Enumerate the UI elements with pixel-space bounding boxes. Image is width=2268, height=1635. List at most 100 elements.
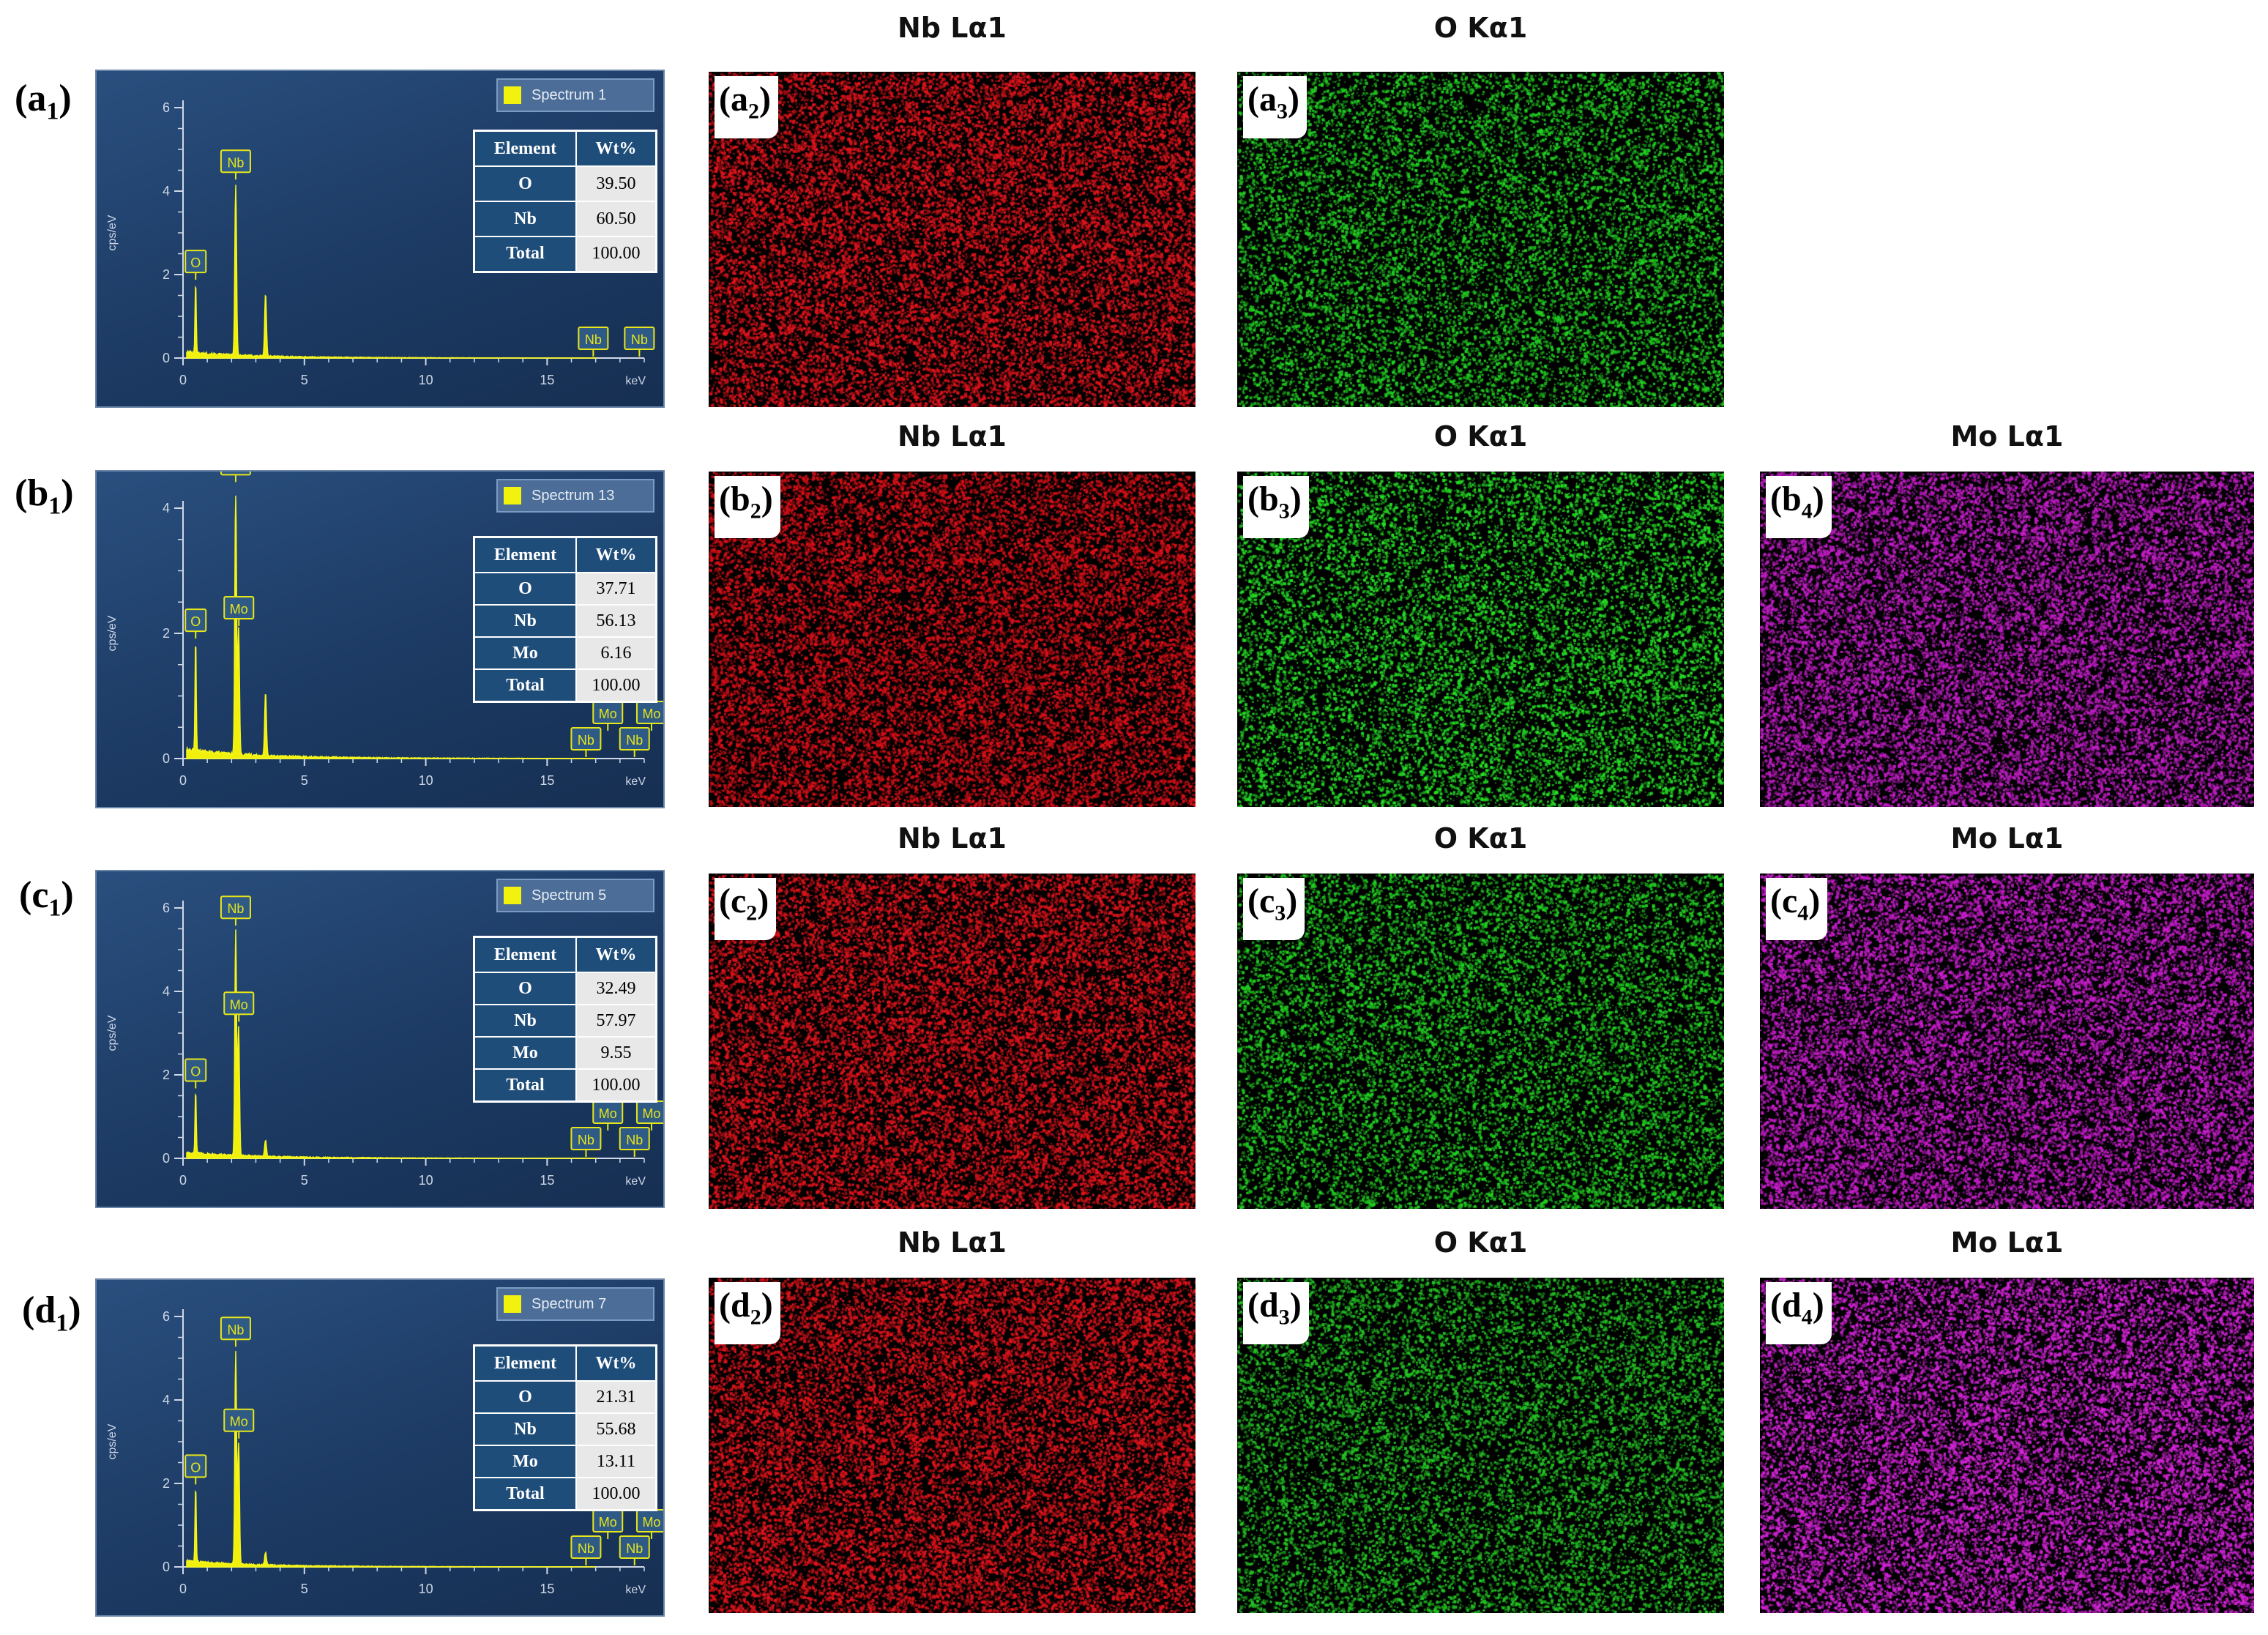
y-tick-label: 0 (163, 1560, 170, 1574)
x-axis-unit: keV (625, 1584, 646, 1596)
svg-text:Nb: Nb (227, 155, 244, 170)
table-row: O 37.71 (473, 572, 657, 606)
element-cell: Total (473, 668, 577, 703)
elemental-map: (b3) (1237, 472, 1724, 807)
y-axis-unit: cps/eV (106, 615, 119, 651)
table-row: O 21.31 (473, 1380, 657, 1414)
map-dots (1237, 1278, 1724, 1613)
spectrum-legend: Spectrum 1 (496, 78, 654, 112)
legend-swatch (504, 887, 521, 904)
figure-row-a: (a1) 6 4 2 0 cps/eV 0 5 10 15 keV O Nb Nb Nb Spectrum 1… (0, 0, 2268, 417)
elemental-map: (c2) (709, 874, 1195, 1209)
table-header-cell: Wt% (575, 936, 657, 973)
map-title: O Kα1 (1433, 1226, 1528, 1259)
peak-label: Nb (570, 1535, 602, 1565)
figure-row-d: (d1) 6 4 2 0 cps/eV 0 5 10 15 keV O Nb Mo Mo Mo Nb Nb Spec… (0, 1208, 2268, 1635)
peak-label: Nb (220, 1316, 251, 1347)
x-axis-unit: keV (625, 375, 646, 387)
map-title: Nb Lα1 (898, 420, 1007, 452)
map-panel-sub: 3 (1275, 901, 1286, 925)
table-header-row: Element Wt% (473, 130, 657, 167)
x-tick-label: 15 (540, 1582, 554, 1596)
wt-value-cell: 21.31 (575, 1380, 657, 1414)
svg-text:Mo: Mo (642, 1515, 660, 1530)
peak-label: Nb (619, 1535, 650, 1565)
wt-value-cell: 13.11 (575, 1445, 657, 1478)
map-panel-label: (d2) (715, 1282, 780, 1344)
map-dots (1237, 72, 1724, 407)
peak-label: Mo (223, 596, 255, 626)
table-row: Total 100.00 (473, 1477, 657, 1511)
elemental-map: (a2) (709, 72, 1195, 407)
eds-spectrum-panel: 6 4 2 0 cps/eV 0 5 10 15 keV O Nb Mo Mo Mo Nb Nb Spectrum… (95, 1278, 665, 1617)
map-panel-label: (c4) (1766, 878, 1828, 940)
peak-label: O (184, 1454, 207, 1485)
map-panel-label: (d3) (1243, 1282, 1309, 1344)
table-row: O 39.50 (473, 165, 657, 202)
y-tick-label: 2 (163, 267, 170, 282)
map-panel-sub: 3 (1276, 99, 1288, 124)
map-dots (709, 72, 1195, 407)
table-row: Nb 55.68 (473, 1412, 657, 1446)
panel-letter: c (31, 874, 49, 916)
table-row: Nb 56.13 (473, 604, 657, 638)
panel-label: (d1) (22, 1289, 81, 1337)
map-panel-letter: d (1258, 1286, 1279, 1325)
elemental-map: (b4) (1760, 472, 2254, 807)
wt-value-cell: 100.00 (575, 668, 657, 703)
table-row: Mo 6.16 (473, 636, 657, 670)
y-tick-label: 0 (163, 751, 170, 766)
y-tick-label: 2 (163, 1476, 170, 1491)
x-tick-label: 0 (179, 773, 187, 788)
peak-label: Nb (624, 327, 655, 357)
peak-label: Nb (220, 895, 251, 926)
y-tick-label: 0 (163, 351, 170, 365)
x-tick-label: 0 (179, 373, 187, 387)
map-panel-label: (c2) (715, 878, 777, 940)
svg-text:O: O (190, 256, 201, 270)
weight-percent-table: Element Wt% O 32.49 Nb 57.97 Mo 9.55 Total 100.00 (473, 936, 657, 1103)
map-title: O Kα1 (1433, 822, 1528, 854)
peak-label: Nb (570, 727, 602, 757)
map-title: Mo Lα1 (1950, 420, 2064, 452)
y-tick-label: 4 (163, 1393, 170, 1407)
wt-value-cell: 9.55 (575, 1036, 657, 1070)
peak-label: Mo (635, 1509, 663, 1539)
wt-value-cell: 60.50 (575, 201, 657, 237)
map-dots (709, 1278, 1195, 1613)
svg-text:Mo: Mo (230, 997, 248, 1012)
map-panel-letter: d (730, 1286, 750, 1325)
map-panel-letter: c (1258, 882, 1275, 920)
peak-label: Mo (635, 701, 663, 731)
table-header-row: Element Wt% (473, 936, 657, 973)
wt-value-cell: 55.68 (575, 1412, 657, 1446)
wt-value-cell: 56.13 (575, 604, 657, 638)
wt-value-cell: 6.16 (575, 636, 657, 670)
weight-percent-table: Element Wt% O 37.71 Nb 56.13 Mo 6.16 Total 100.00 (473, 536, 657, 703)
peak-label: Nb (619, 727, 650, 757)
y-tick-label: 6 (163, 100, 170, 115)
svg-text:Nb: Nb (626, 733, 643, 748)
map-panel-sub: 2 (750, 499, 761, 524)
x-tick-label: 5 (301, 1173, 308, 1188)
map-panel-sub: 3 (1278, 499, 1290, 524)
legend-label: Spectrum 5 (531, 887, 607, 904)
peak-label: Mo (592, 1100, 624, 1131)
panel-letter: b (27, 472, 49, 514)
x-tick-label: 15 (540, 373, 554, 387)
map-panel-label: (a3) (1243, 76, 1307, 138)
map-panel-label: (a2) (715, 76, 778, 138)
x-tick-label: 10 (419, 373, 433, 387)
table-header-cell: Wt% (575, 536, 657, 573)
svg-text:Nb: Nb (227, 1322, 244, 1337)
peak-label: Nb (570, 1127, 602, 1157)
y-tick-label: 6 (163, 901, 170, 915)
svg-text:Nb: Nb (578, 1133, 594, 1147)
y-tick-label: 4 (163, 984, 170, 999)
figure-row-b: (b1)420cps/eV051015keVONbMoMoMoNbNbSpect… (0, 404, 2268, 808)
peak-label: Nb (578, 327, 609, 357)
map-panel-sub: 2 (750, 1305, 761, 1330)
table-row: O 32.49 (473, 972, 657, 1005)
map-panel-letter: c (730, 882, 747, 920)
